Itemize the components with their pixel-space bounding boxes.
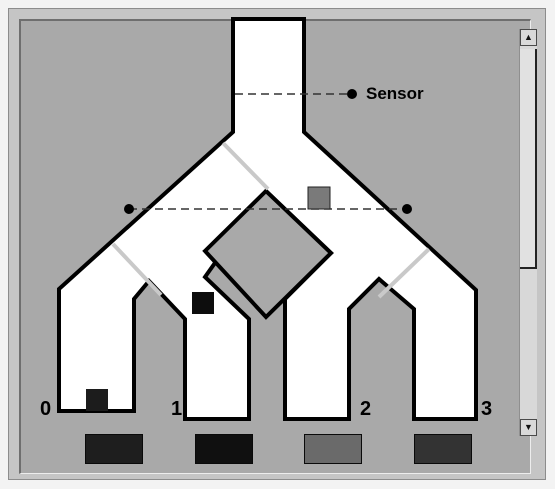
center-diamond [202, 188, 334, 320]
scroll-thumb[interactable] [520, 49, 537, 269]
output-indicator-3 [414, 434, 472, 464]
output-indicator-0 [85, 434, 143, 464]
sensor-label: Sensor [366, 84, 424, 103]
output-indicator-2 [304, 434, 362, 464]
window: Sensor 0 1 2 3 ▲ ▼ [8, 8, 546, 480]
scroll-up-button[interactable]: ▲ [520, 29, 537, 46]
vertical-scrollbar[interactable]: ▲ ▼ [519, 29, 537, 436]
output-indicator-1 [195, 434, 253, 464]
chute-shape [57, 17, 478, 421]
gate-sensor-dot-left [124, 204, 134, 214]
output-label-2: 2 [360, 398, 372, 420]
output-label-3: 3 [481, 398, 493, 420]
gray-block [307, 186, 331, 210]
output-label-1: 1 [171, 398, 183, 420]
gate-sensor-dot-right [402, 204, 412, 214]
gate-left [111, 242, 163, 297]
output-label-0: 0 [40, 398, 52, 420]
scroll-down-button[interactable]: ▼ [520, 419, 537, 436]
dark-block [86, 389, 108, 411]
chute-diagram [57, 17, 478, 421]
gate-right [377, 247, 431, 299]
sensor-dot [347, 89, 357, 99]
gate-top [221, 141, 270, 191]
black-block [192, 292, 214, 314]
